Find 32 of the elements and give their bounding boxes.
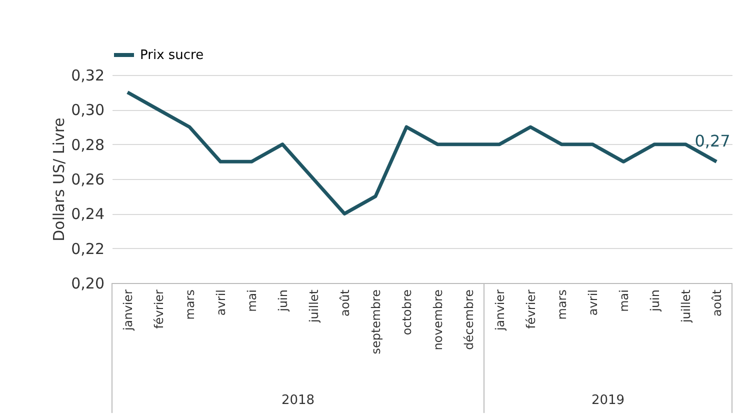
- y-tick-label: 0,24: [71, 205, 104, 224]
- x-tick-label: décembre: [462, 290, 476, 350]
- y-tick-label: 0,32: [71, 66, 104, 84]
- x-tick-label: novembre: [431, 290, 445, 350]
- x-tick-label: février: [524, 289, 538, 329]
- x-tick-label: avril: [214, 290, 228, 316]
- x-tick-label: octobre: [400, 290, 414, 336]
- x-tick-label: mai: [245, 290, 259, 312]
- text: 2018: [281, 393, 315, 408]
- x-tick-label: mars: [555, 290, 569, 320]
- x-tick-label: janvier: [493, 289, 507, 332]
- data-label: 0,27: [694, 132, 730, 151]
- y-tick-label: 0,28: [71, 136, 104, 154]
- x-tick-label: juin: [648, 290, 662, 312]
- legend-label: Prix sucre: [140, 48, 204, 63]
- x-tick-label: août: [338, 289, 352, 317]
- x-tick-label: juillet: [679, 289, 693, 324]
- y-tick-label: 0,30: [71, 101, 104, 120]
- x-tick-label: mars: [183, 290, 197, 320]
- x-tick-label: avril: [586, 290, 600, 316]
- x-tick-label: septembre: [369, 290, 383, 354]
- x-tick-label: janvier: [121, 289, 135, 332]
- x-tick-label: juin: [276, 290, 290, 312]
- x-tick-label: février: [152, 289, 166, 329]
- y-axis-title: Dollars US/ Livre: [50, 118, 68, 242]
- text: 2019: [591, 393, 625, 408]
- x-tick-label: août: [710, 289, 724, 317]
- y-tick-label: 0,20: [71, 274, 104, 292]
- x-tick-label: juillet: [307, 289, 321, 324]
- x-tick-label: mai: [617, 290, 631, 312]
- y-tick-label: 0,22: [71, 240, 104, 258]
- y-tick-label: 0,26: [71, 170, 104, 188]
